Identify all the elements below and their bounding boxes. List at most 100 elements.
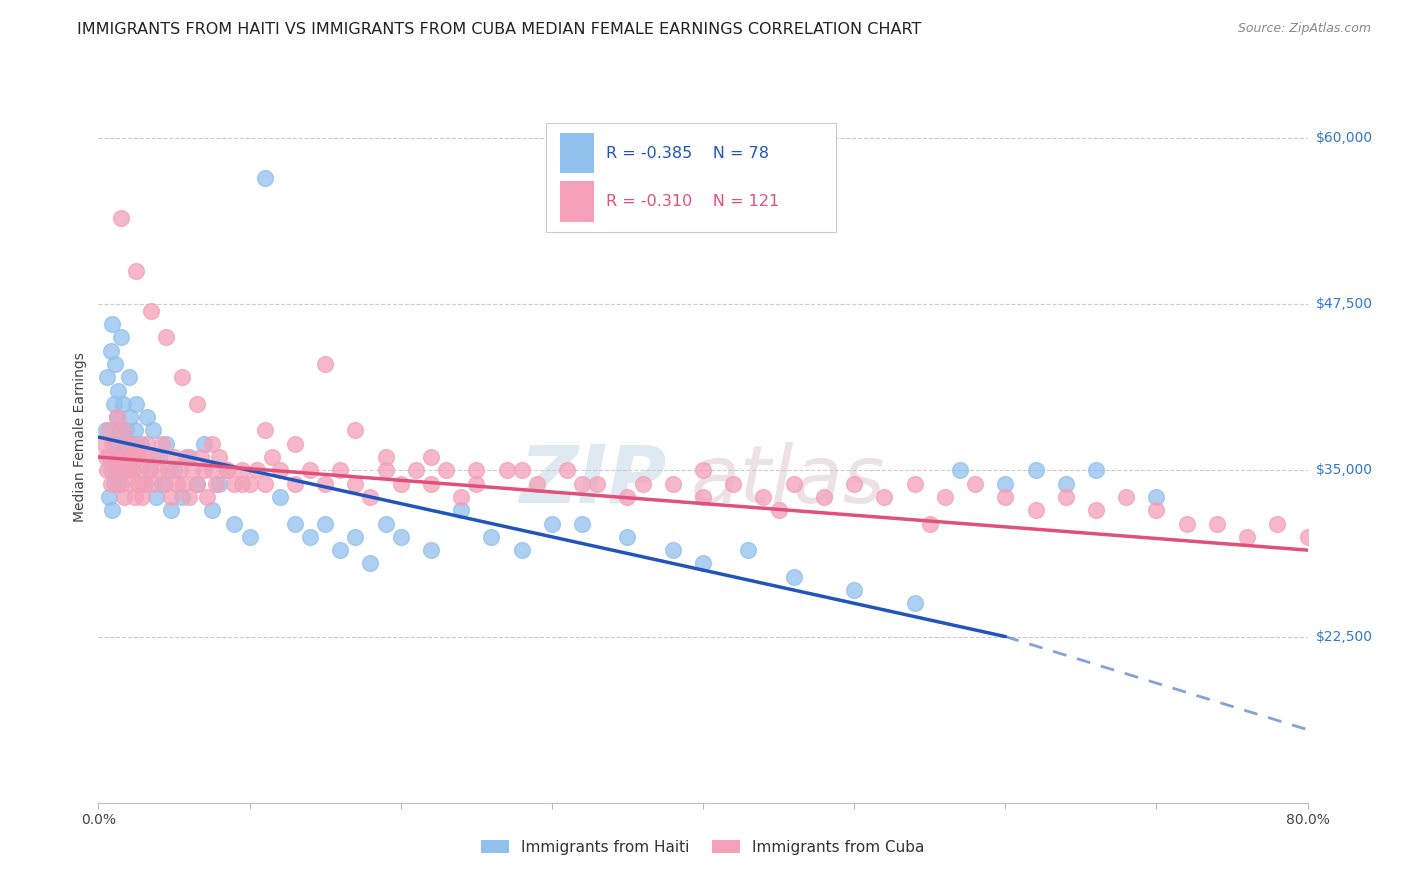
Point bbox=[124, 424, 146, 438]
Point bbox=[100, 476, 122, 491]
Point bbox=[262, 450, 284, 464]
Point bbox=[631, 476, 654, 491]
Point bbox=[420, 543, 443, 558]
Point bbox=[105, 410, 128, 425]
Bar bbox=[561, 133, 595, 173]
Point bbox=[465, 476, 488, 491]
Point bbox=[121, 463, 143, 477]
Point bbox=[215, 463, 238, 477]
Point bbox=[105, 463, 128, 477]
Point bbox=[108, 450, 131, 464]
Point bbox=[1115, 490, 1137, 504]
Point bbox=[155, 330, 177, 344]
Point bbox=[96, 463, 118, 477]
Legend: Immigrants from Haiti, Immigrants from Cuba: Immigrants from Haiti, Immigrants from C… bbox=[475, 834, 931, 861]
Bar bbox=[561, 181, 595, 222]
Point bbox=[96, 370, 118, 384]
Point bbox=[231, 476, 253, 491]
Point bbox=[1054, 490, 1077, 504]
Point bbox=[360, 557, 382, 571]
Point bbox=[122, 450, 145, 464]
Point bbox=[120, 476, 142, 491]
Point bbox=[145, 490, 167, 504]
Point bbox=[405, 463, 427, 477]
Point bbox=[150, 476, 173, 491]
Point bbox=[284, 436, 307, 450]
Point bbox=[170, 370, 193, 384]
Point bbox=[100, 343, 122, 358]
Point bbox=[129, 463, 152, 477]
Point bbox=[215, 463, 238, 477]
Point bbox=[125, 264, 148, 278]
Point bbox=[949, 463, 972, 477]
Point bbox=[114, 436, 136, 450]
Point bbox=[1144, 503, 1167, 517]
Point bbox=[1144, 490, 1167, 504]
Point bbox=[127, 450, 149, 464]
Point bbox=[111, 397, 134, 411]
Point bbox=[112, 436, 135, 450]
Y-axis label: Median Female Earnings: Median Female Earnings bbox=[73, 352, 87, 522]
Point bbox=[692, 463, 714, 477]
Point bbox=[115, 450, 138, 464]
Point bbox=[783, 476, 806, 491]
Point bbox=[163, 450, 186, 464]
Point bbox=[93, 436, 115, 450]
Point bbox=[540, 516, 562, 531]
Point bbox=[186, 397, 208, 411]
Text: Source: ZipAtlas.com: Source: ZipAtlas.com bbox=[1237, 22, 1371, 36]
Text: R = -0.310    N = 121: R = -0.310 N = 121 bbox=[606, 194, 779, 209]
Point bbox=[873, 490, 896, 504]
Point bbox=[299, 530, 322, 544]
Point bbox=[1206, 516, 1229, 531]
Point bbox=[114, 424, 136, 438]
Point bbox=[132, 476, 155, 491]
Point bbox=[1085, 463, 1108, 477]
Point bbox=[768, 503, 790, 517]
Text: $35,000: $35,000 bbox=[1316, 463, 1372, 477]
Point bbox=[101, 436, 124, 450]
Point bbox=[510, 543, 533, 558]
Text: ZIP: ZIP bbox=[519, 442, 666, 520]
Point bbox=[135, 410, 157, 425]
Point bbox=[314, 476, 336, 491]
Point bbox=[737, 543, 759, 558]
Point bbox=[495, 463, 517, 477]
Point bbox=[107, 450, 129, 464]
Point bbox=[128, 450, 150, 464]
Point bbox=[904, 476, 927, 491]
Point bbox=[481, 530, 503, 544]
Point bbox=[98, 450, 121, 464]
Point bbox=[208, 450, 231, 464]
Point bbox=[465, 463, 488, 477]
Text: R = -0.385    N = 78: R = -0.385 N = 78 bbox=[606, 145, 769, 161]
Point bbox=[186, 476, 208, 491]
Point bbox=[918, 516, 941, 531]
Point bbox=[1085, 503, 1108, 517]
Point bbox=[160, 490, 183, 504]
Point bbox=[120, 410, 142, 425]
Point bbox=[314, 357, 336, 371]
Point bbox=[94, 424, 117, 438]
Point bbox=[115, 463, 138, 477]
Point bbox=[239, 530, 262, 544]
Point bbox=[374, 516, 396, 531]
Point bbox=[186, 476, 208, 491]
Point bbox=[329, 463, 352, 477]
Point bbox=[179, 490, 201, 504]
Point bbox=[129, 436, 152, 450]
Point bbox=[111, 424, 134, 438]
Point bbox=[179, 450, 201, 464]
Point bbox=[723, 476, 745, 491]
Point bbox=[284, 516, 307, 531]
Point bbox=[110, 463, 132, 477]
Point bbox=[142, 424, 165, 438]
Point bbox=[253, 170, 276, 185]
Point bbox=[616, 490, 638, 504]
Point bbox=[253, 424, 276, 438]
Point bbox=[374, 463, 396, 477]
Text: $47,500: $47,500 bbox=[1316, 297, 1372, 311]
Text: $22,500: $22,500 bbox=[1316, 630, 1372, 643]
Point bbox=[231, 463, 253, 477]
Point bbox=[103, 476, 125, 491]
